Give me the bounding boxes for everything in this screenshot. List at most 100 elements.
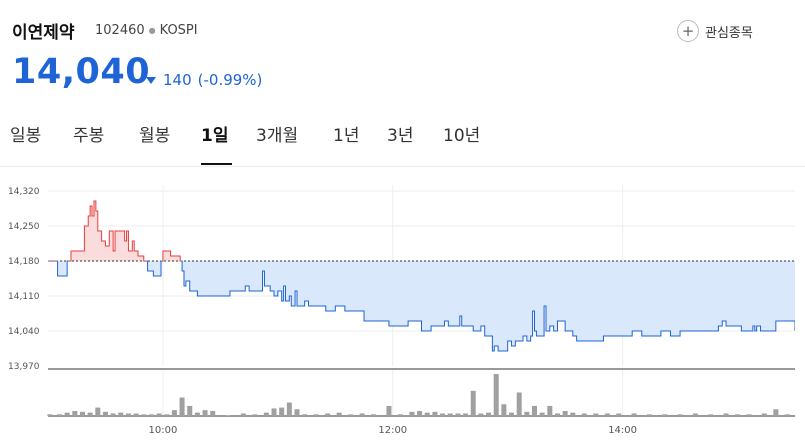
volume-bar: [581, 413, 587, 416]
volume-bar: [417, 410, 423, 416]
plus-icon: +: [677, 20, 699, 42]
volume-bar: [302, 414, 308, 416]
y-tick-label: 14,320: [8, 187, 40, 197]
volume-bar: [440, 413, 446, 416]
volume-bar: [294, 409, 300, 416]
volume-bar: [409, 411, 415, 416]
volume-bar: [194, 412, 200, 416]
down-triangle-icon: [146, 76, 156, 84]
volume-bar: [286, 402, 292, 416]
volume-bar: [386, 405, 392, 416]
tab-daily[interactable]: 일봉: [10, 126, 42, 146]
volume-bar: [263, 412, 269, 416]
add-watchlist-button[interactable]: + 관심종목: [677, 18, 753, 44]
volume-bar: [486, 412, 492, 416]
add-watchlist-label: 관심종목: [705, 25, 753, 41]
tab-1day[interactable]: 1일: [201, 126, 229, 146]
volume-bar: [187, 405, 193, 416]
volume-bar: [371, 414, 377, 416]
volume-bar: [141, 414, 147, 416]
change-percent: (-0.99%): [197, 71, 263, 89]
volume-bar: [761, 413, 767, 416]
volume-bar: [784, 414, 790, 416]
volume-bar: [463, 413, 469, 416]
volume-bar: [524, 411, 530, 416]
volume-bar: [102, 411, 108, 416]
volume-bar: [240, 413, 246, 416]
volume-bar: [677, 414, 683, 416]
volume-bar: [225, 415, 231, 416]
price-line-up: [48, 200, 183, 261]
volume-bar: [708, 414, 714, 416]
volume-bar: [646, 414, 652, 416]
intraday-price-chart: 14,320 14,250 14,180 14,110 14,040 13,970 10:0…: [8, 185, 795, 436]
stock-meta: 102460 ● KOSPI: [95, 23, 198, 38]
volume-bar: [501, 404, 507, 416]
y-tick-label: 14,180: [8, 257, 40, 267]
volume-bar: [64, 412, 70, 416]
volume-bar: [118, 412, 124, 416]
tab-weekly[interactable]: 주봉: [73, 126, 105, 146]
y-tick-label: 14,250: [8, 222, 40, 232]
volume-bar: [271, 408, 277, 416]
price-fill-up: [48, 201, 795, 261]
x-tick-label: 12:00: [378, 425, 407, 436]
volume-bar: [432, 411, 438, 416]
volume-bar: [156, 413, 162, 416]
volume-bar: [539, 412, 545, 416]
y-tick-label: 14,110: [8, 292, 40, 302]
volume-bar: [171, 410, 177, 416]
tab-1year[interactable]: 1년: [333, 126, 360, 146]
volume-bar: [47, 414, 53, 416]
volume-bar: [593, 413, 599, 416]
volume-bar: [252, 414, 258, 416]
y-tick-label: 13,970: [8, 362, 40, 372]
volume-bar: [148, 414, 154, 416]
active-tab-underline: [201, 163, 232, 165]
volume-bar: [554, 413, 560, 416]
volume-bar: [662, 414, 668, 416]
volume-bar: [79, 411, 85, 416]
volume-bar: [279, 407, 285, 416]
volume-bar: [210, 410, 216, 416]
stock-code: 102460: [95, 23, 145, 38]
volume-bar: [723, 413, 729, 416]
x-tick-label: 10:00: [149, 425, 178, 436]
volume-bar: [325, 413, 331, 416]
price-fill-down: [48, 261, 795, 351]
volume-bar: [447, 413, 453, 416]
volume-bar: [164, 414, 170, 416]
volume-bar: [125, 413, 131, 416]
price-change: 140 (-0.99%): [146, 71, 262, 89]
volume-bar: [72, 410, 78, 416]
volume-bar: [735, 414, 741, 416]
volume-bar: [336, 412, 342, 416]
volume-bar: [179, 397, 185, 416]
volume-bar: [313, 414, 319, 416]
volume-bar: [110, 413, 116, 416]
change-amount: 140: [163, 71, 192, 89]
volume-bar: [202, 410, 208, 416]
volume-bar: [746, 414, 752, 416]
tab-3year[interactable]: 3년: [387, 126, 414, 146]
tab-10year[interactable]: 10년: [443, 126, 481, 146]
volume-bar: [616, 413, 622, 416]
volume-bar: [397, 414, 403, 416]
volume-bar: [570, 412, 576, 416]
volume-bar: [424, 412, 430, 416]
volume-bar: [455, 413, 461, 416]
tab-monthly[interactable]: 월봉: [139, 126, 171, 146]
period-tabs: 일봉 주봉 월봉 1일 3개월 1년 3년 10년: [0, 118, 805, 166]
tabs-divider: [0, 166, 805, 167]
volume-bar: [87, 412, 93, 416]
volume-bar: [348, 414, 354, 416]
x-tick-label: 14:00: [608, 425, 637, 436]
volume-bar: [470, 390, 476, 416]
tab-3month[interactable]: 3개월: [256, 126, 299, 146]
volume-bar: [516, 392, 522, 416]
volume-bar: [604, 413, 610, 416]
y-tick-label: 14,040: [8, 327, 40, 337]
volume-bar: [493, 374, 499, 416]
volume-bar: [509, 412, 515, 416]
volume-bar: [359, 413, 365, 416]
